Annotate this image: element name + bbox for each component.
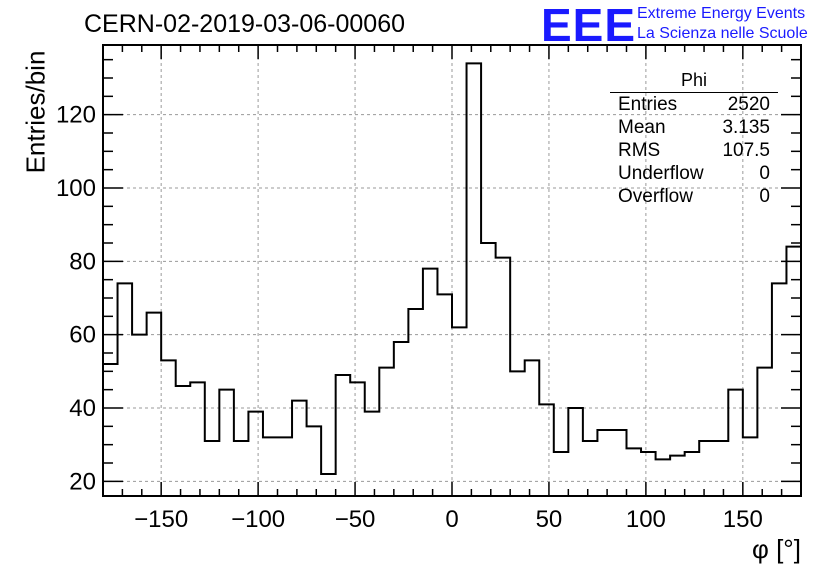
histogram-bin	[437, 294, 452, 496]
histogram-bin	[757, 368, 772, 496]
y-tick-label: 40	[69, 395, 96, 422]
y-tick-label: 80	[69, 248, 96, 275]
stats-value: 2520	[727, 94, 770, 115]
histogram-bin	[597, 430, 612, 496]
stats-label: Underflow	[618, 163, 704, 184]
histogram-bin	[248, 412, 263, 496]
histogram-bin	[321, 474, 336, 496]
histogram-bin	[161, 360, 176, 496]
logo-caption-line1: Extreme Energy Events	[637, 5, 806, 22]
histogram-bin	[772, 283, 787, 496]
stats-row-entries: Entries 2520	[610, 93, 778, 116]
histogram-bin	[699, 441, 714, 496]
histogram-bin	[350, 382, 365, 496]
histogram-bin	[147, 313, 162, 496]
histogram-bin	[612, 430, 627, 496]
histogram-bin	[263, 437, 278, 496]
histogram-bin	[379, 368, 394, 496]
histogram-bin	[656, 459, 671, 496]
histogram-bin	[132, 335, 147, 496]
histogram-bin	[496, 258, 511, 496]
x-axis-label: φ [°]	[752, 534, 801, 564]
stats-label: RMS	[618, 140, 661, 161]
stats-row-rms: RMS 107.5	[610, 139, 778, 162]
histogram-bin	[190, 382, 205, 496]
histogram-bin	[103, 364, 118, 496]
x-tick-label: 100	[626, 506, 666, 533]
stats-box: Phi Entries 2520 Mean 3.135 RMS 107.5 Un…	[610, 70, 778, 208]
stats-value: 0	[759, 163, 770, 184]
y-axis-label: Entries/bin	[20, 50, 51, 174]
x-tick-label: 50	[536, 506, 563, 533]
histogram-bin	[307, 426, 322, 496]
histogram-bars	[103, 62, 802, 496]
stats-row-mean: Mean 3.135	[610, 116, 778, 139]
chart-title: CERN-02-2019-03-06-00060	[84, 10, 406, 38]
logo-caption: Extreme Energy Events La Scienza nelle S…	[637, 4, 808, 44]
histogram-bin	[219, 390, 234, 496]
histogram-bin	[176, 386, 191, 496]
stats-row-underflow: Underflow 0	[610, 162, 778, 185]
histogram-bin	[205, 441, 220, 496]
axis-tick-labels: −150 −100 −50 0 50 100 150 20 40 60 80 100 120	[56, 102, 763, 533]
eee-logo: EEE	[541, 0, 637, 51]
histogram-bin	[118, 283, 133, 496]
histogram-bin	[292, 401, 307, 496]
y-tick-label: 20	[69, 468, 96, 495]
histogram-bin	[278, 437, 293, 496]
y-tick-label: 60	[69, 322, 96, 349]
histogram-bin	[670, 456, 685, 496]
x-tick-label: −100	[231, 506, 285, 533]
histogram-bin	[510, 371, 525, 496]
x-tick-label: −50	[335, 506, 376, 533]
histogram-bin	[423, 269, 438, 496]
logo-caption-line2: La Scienza nelle Scuole	[637, 25, 808, 42]
histogram-bin	[568, 408, 583, 496]
x-tick-label: 0	[445, 506, 458, 533]
histogram-bin	[583, 441, 598, 496]
histogram-bin	[743, 437, 758, 496]
x-tick-label: −150	[134, 506, 188, 533]
stats-value: 3.135	[722, 117, 770, 138]
x-tick-label: 150	[723, 506, 763, 533]
stats-value: 107.5	[722, 140, 770, 161]
stats-row-overflow: Overflow 0	[610, 185, 778, 208]
y-tick-label: 100	[56, 175, 96, 202]
histogram-bin	[539, 404, 554, 496]
histogram-bin	[714, 441, 729, 496]
histogram-bin	[728, 390, 743, 496]
histogram-bin	[234, 441, 249, 496]
stats-label: Overflow	[618, 186, 693, 207]
histogram-bin	[627, 448, 642, 496]
histogram-bin	[365, 412, 380, 496]
histogram-bin	[554, 452, 569, 496]
histogram-bin	[467, 63, 482, 496]
histogram-bin	[452, 327, 467, 496]
stats-title: Phi	[610, 70, 778, 93]
histogram-bin	[481, 243, 496, 496]
stats-value: 0	[759, 186, 770, 207]
stats-label: Mean	[618, 117, 666, 138]
histogram-bin	[408, 309, 423, 496]
histogram-bin	[525, 360, 540, 496]
histogram-outline	[103, 62, 802, 475]
y-tick-label: 120	[56, 102, 96, 129]
histogram-bin	[394, 342, 409, 496]
histogram-bin	[685, 452, 700, 496]
histogram-bin	[641, 452, 656, 496]
axis-ticks	[102, 45, 802, 496]
histogram-bin	[336, 375, 351, 496]
stats-label: Entries	[618, 94, 678, 115]
